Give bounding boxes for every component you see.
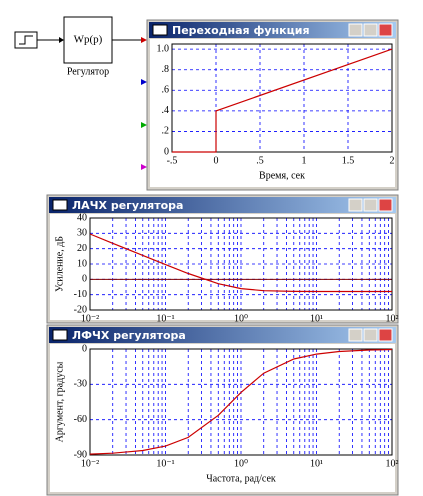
block-label: Wp(p) bbox=[74, 34, 103, 46]
y-tick-label: 10 bbox=[77, 258, 87, 269]
data-line bbox=[89, 348, 393, 455]
title-bar bbox=[149, 22, 396, 38]
plot-frame bbox=[171, 43, 393, 153]
port bbox=[141, 79, 147, 85]
x-tick-label: 10² bbox=[386, 458, 399, 469]
window-icon bbox=[52, 199, 68, 211]
window-button[interactable] bbox=[348, 328, 363, 342]
y-tick-label: -20 bbox=[74, 304, 87, 315]
y-axis-label: Аргумент, градусы bbox=[54, 361, 65, 442]
x-tick-label: 2 bbox=[390, 155, 395, 166]
window: Переходная функция-.5 0.5 1 1.5 20.2.4.6.81.… bbox=[146, 19, 399, 191]
y-tick-label: 1.0 bbox=[157, 43, 170, 54]
step-icon bbox=[19, 35, 33, 45]
x-tick-label: 10⁻¹ bbox=[156, 458, 174, 469]
x-tick-label: 10¹ bbox=[310, 458, 323, 469]
x-tick-label: 10² bbox=[386, 313, 399, 324]
regulator-block[interactable] bbox=[63, 16, 113, 64]
y-tick-label: -60 bbox=[74, 414, 87, 425]
x-tick-label: -.5 bbox=[167, 155, 178, 166]
y-tick-label: 30 bbox=[77, 228, 87, 239]
y-tick-label: .4 bbox=[162, 105, 170, 116]
x-tick-label: 1 bbox=[302, 155, 307, 166]
data-line bbox=[89, 233, 392, 293]
y-tick-label: 40 bbox=[77, 212, 87, 223]
y-axis-label: Усиление, дБ bbox=[54, 236, 65, 292]
x-tick-label: 10⁰ bbox=[234, 313, 248, 324]
x-tick-label: .5 bbox=[256, 155, 264, 166]
window: ЛАЧХ регулятора 10⁻² 10⁻¹ 10⁰ 10¹ 10² -20 -10 0 1… bbox=[46, 194, 399, 324]
y-tick-label: -90 bbox=[74, 449, 87, 460]
window-button[interactable] bbox=[363, 328, 378, 342]
y-tick-label: 0 bbox=[82, 274, 87, 285]
y-tick-label: -10 bbox=[74, 289, 87, 300]
block-caption: Регулятор bbox=[67, 66, 109, 77]
close-button[interactable] bbox=[378, 328, 393, 342]
y-tick-label: 20 bbox=[77, 243, 87, 254]
window-title: ЛФЧХ регулятора bbox=[72, 329, 186, 342]
x-tick-label: 10⁻² bbox=[81, 458, 99, 469]
y-tick-label: .2 bbox=[162, 126, 170, 137]
step-block[interactable] bbox=[14, 31, 38, 49]
title-bar bbox=[49, 197, 396, 213]
y-tick-label: 0 bbox=[164, 146, 169, 157]
client-area bbox=[50, 344, 395, 492]
port bbox=[141, 37, 147, 43]
x-tick-label: 10⁻² bbox=[81, 313, 99, 324]
y-tick-label: .8 bbox=[162, 64, 170, 75]
title-bar bbox=[49, 327, 396, 343]
window-icon bbox=[152, 24, 168, 36]
close-button[interactable] bbox=[378, 23, 393, 37]
port bbox=[141, 164, 147, 170]
x-tick-label: 1.5 bbox=[342, 155, 355, 166]
window-button[interactable] bbox=[363, 198, 378, 212]
y-tick-label: 0 bbox=[82, 343, 87, 354]
window-title: Переходная функция bbox=[172, 24, 310, 37]
diagram: Wp(p) Регулятор bbox=[14, 16, 147, 170]
data-line bbox=[172, 48, 393, 153]
plot-frame bbox=[89, 217, 393, 311]
window-title: ЛАЧХ регулятора bbox=[72, 199, 183, 212]
x-tick-label: 0 bbox=[214, 155, 219, 166]
window: ЛФЧХ регулятора 10⁻² 10⁻¹ 10⁰ 10¹ 10² -90 -60 -3… bbox=[46, 324, 399, 496]
window-button[interactable] bbox=[363, 23, 378, 37]
y-tick-label: .6 bbox=[162, 85, 170, 96]
window-icon bbox=[52, 329, 68, 341]
x-axis-label: Время, сек bbox=[259, 170, 305, 181]
port bbox=[141, 122, 147, 128]
client-area bbox=[150, 39, 395, 187]
window-button[interactable] bbox=[348, 198, 363, 212]
y-tick-label: -30 bbox=[74, 379, 87, 390]
plot-frame bbox=[89, 348, 393, 456]
x-tick-label: 10¹ bbox=[310, 313, 323, 324]
client-area bbox=[50, 214, 395, 320]
x-axis-label: Частота, рад/сек bbox=[206, 473, 276, 484]
arrow bbox=[59, 37, 64, 43]
x-tick-label: 10⁻¹ bbox=[156, 313, 174, 324]
x-tick-label: 10⁰ bbox=[234, 458, 248, 469]
close-button[interactable] bbox=[378, 198, 393, 212]
window-button[interactable] bbox=[348, 23, 363, 37]
